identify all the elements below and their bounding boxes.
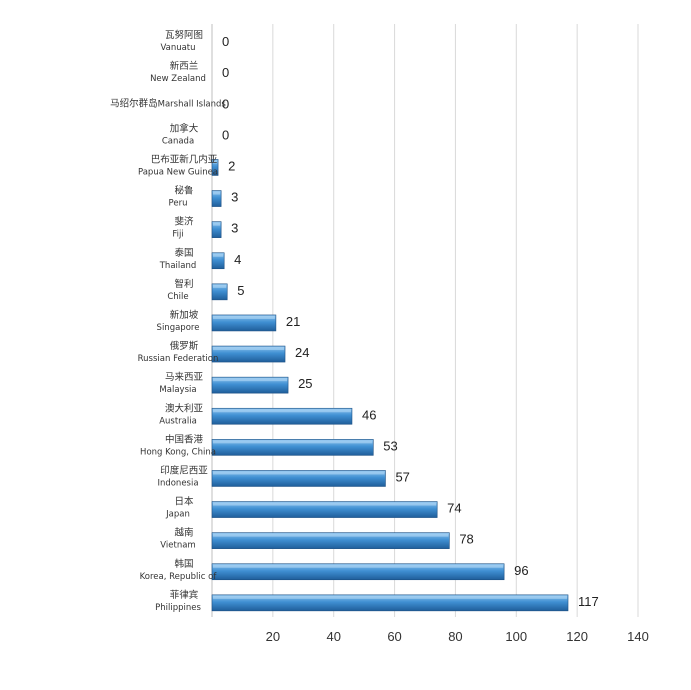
bar-highlight — [213, 595, 568, 599]
category-label-en: Thailand — [159, 261, 197, 271]
category-label-cn: 巴布亚新几内亚 — [151, 153, 218, 165]
value-label: 5 — [237, 283, 244, 298]
category-labels: 瓦努阿图 Vanuatu 新西兰 New Zealand 马绍尔群岛Marshall I… — [110, 29, 226, 613]
bar-highlight — [213, 222, 221, 226]
value-label: 4 — [234, 252, 241, 267]
category-label-cn: 澳大利亚 — [165, 402, 204, 414]
bar — [211, 221, 222, 238]
category-label-en: Malaysia — [159, 385, 196, 395]
bar-highlight — [213, 160, 218, 164]
bar — [211, 190, 222, 207]
bar-highlight — [213, 315, 275, 319]
category-label-cn: 越南 — [174, 527, 193, 539]
bar-highlight — [213, 284, 227, 288]
category-label: 马绍尔群岛Marshall Islands — [110, 97, 226, 109]
category-label-cn: 新西兰 — [170, 60, 199, 72]
category-label-cn: 中国香港 — [165, 433, 204, 445]
value-label: 3 — [231, 221, 238, 236]
value-label: 0 — [222, 65, 229, 80]
category-label-cn: 日本 — [174, 496, 194, 508]
value-label: 24 — [295, 345, 309, 360]
category-label-en: Vietnam — [160, 541, 195, 551]
x-axis-ticks: 20 40 60 80 100 120 140 — [266, 629, 649, 644]
value-label: 0 — [222, 34, 229, 49]
bars — [211, 159, 569, 612]
value-label: 74 — [447, 501, 461, 516]
category-label-en: Indonesia — [157, 478, 198, 488]
value-label: 117 — [578, 594, 599, 609]
value-label: 96 — [514, 563, 528, 578]
value-label: 3 — [231, 190, 238, 205]
category-label-en: Japan — [165, 510, 190, 520]
category-label-cn: 瓦努阿图 — [165, 29, 203, 41]
category-label-cn: 菲律宾 — [170, 589, 199, 601]
gridlines — [211, 24, 639, 617]
x-tick-label: 140 — [627, 629, 649, 644]
x-tick-label: 100 — [505, 629, 527, 644]
bar-highlight — [213, 253, 224, 257]
bar — [211, 159, 219, 176]
x-tick-label: 20 — [266, 629, 280, 644]
x-tick-label: 60 — [387, 629, 401, 644]
bar-highlight — [213, 533, 449, 537]
category-label-cn: 马绍尔群岛 — [110, 97, 158, 109]
x-tick-label: 40 — [326, 629, 340, 644]
value-labels: 0 0 0 0 2 3 3 4 5 21 24 25 46 53 57 74 78 96 117 — [222, 34, 599, 609]
category-label-en: Papua New Guinea — [138, 167, 218, 177]
category-label-cn: 新加坡 — [170, 309, 199, 321]
bar-highlight — [213, 409, 351, 413]
category-label-cn: 秘鲁 — [174, 185, 193, 197]
bar-highlight — [213, 378, 288, 382]
value-label: 25 — [298, 376, 312, 391]
category-label-en: Philippines — [155, 603, 201, 613]
category-label-en: Peru — [169, 199, 188, 209]
bar-highlight — [213, 564, 504, 568]
bar-highlight — [213, 191, 221, 195]
category-label-en: Singapore — [157, 323, 200, 333]
category-label-cn: 俄罗斯 — [170, 340, 199, 352]
category-label-en: Russian Federation — [138, 354, 219, 364]
bar-highlight — [213, 502, 437, 506]
value-label: 57 — [395, 469, 409, 484]
category-label-cn: 斐济 — [174, 216, 194, 228]
category-label-cn: 印度尼西亚 — [160, 464, 208, 476]
bar-highlight — [213, 471, 385, 475]
value-label: 2 — [228, 158, 235, 173]
category-label-en: Fiji — [172, 230, 183, 240]
category-label-cn: 马来西亚 — [165, 372, 204, 383]
bar-highlight — [213, 347, 285, 351]
category-label-cn: 智利 — [174, 278, 193, 290]
category-label-en: New Zealand — [150, 74, 206, 84]
value-label: 46 — [362, 407, 376, 422]
category-label-cn: 泰国 — [174, 247, 193, 259]
category-label-cn: 韩国 — [174, 558, 193, 570]
category-label-en: Chile — [167, 292, 188, 302]
category-label-en: Vanuatu — [160, 43, 195, 53]
category-label-en: Australia — [159, 416, 197, 426]
category-label-en: Marshall Islands — [158, 99, 227, 109]
value-label: 0 — [222, 127, 229, 142]
category-label-en: Hong Kong, China — [140, 447, 216, 457]
x-tick-label: 80 — [448, 629, 462, 644]
category-label-cn: 加拿大 — [170, 122, 199, 134]
category-label-en: Korea, Republic of — [140, 572, 218, 582]
value-label: 78 — [459, 532, 473, 547]
value-label: 53 — [383, 438, 397, 453]
value-label: 0 — [222, 96, 229, 111]
bar-highlight — [213, 440, 373, 444]
value-label: 21 — [286, 314, 300, 329]
category-label-en: Canada — [162, 136, 194, 146]
x-tick-label: 120 — [566, 629, 588, 644]
